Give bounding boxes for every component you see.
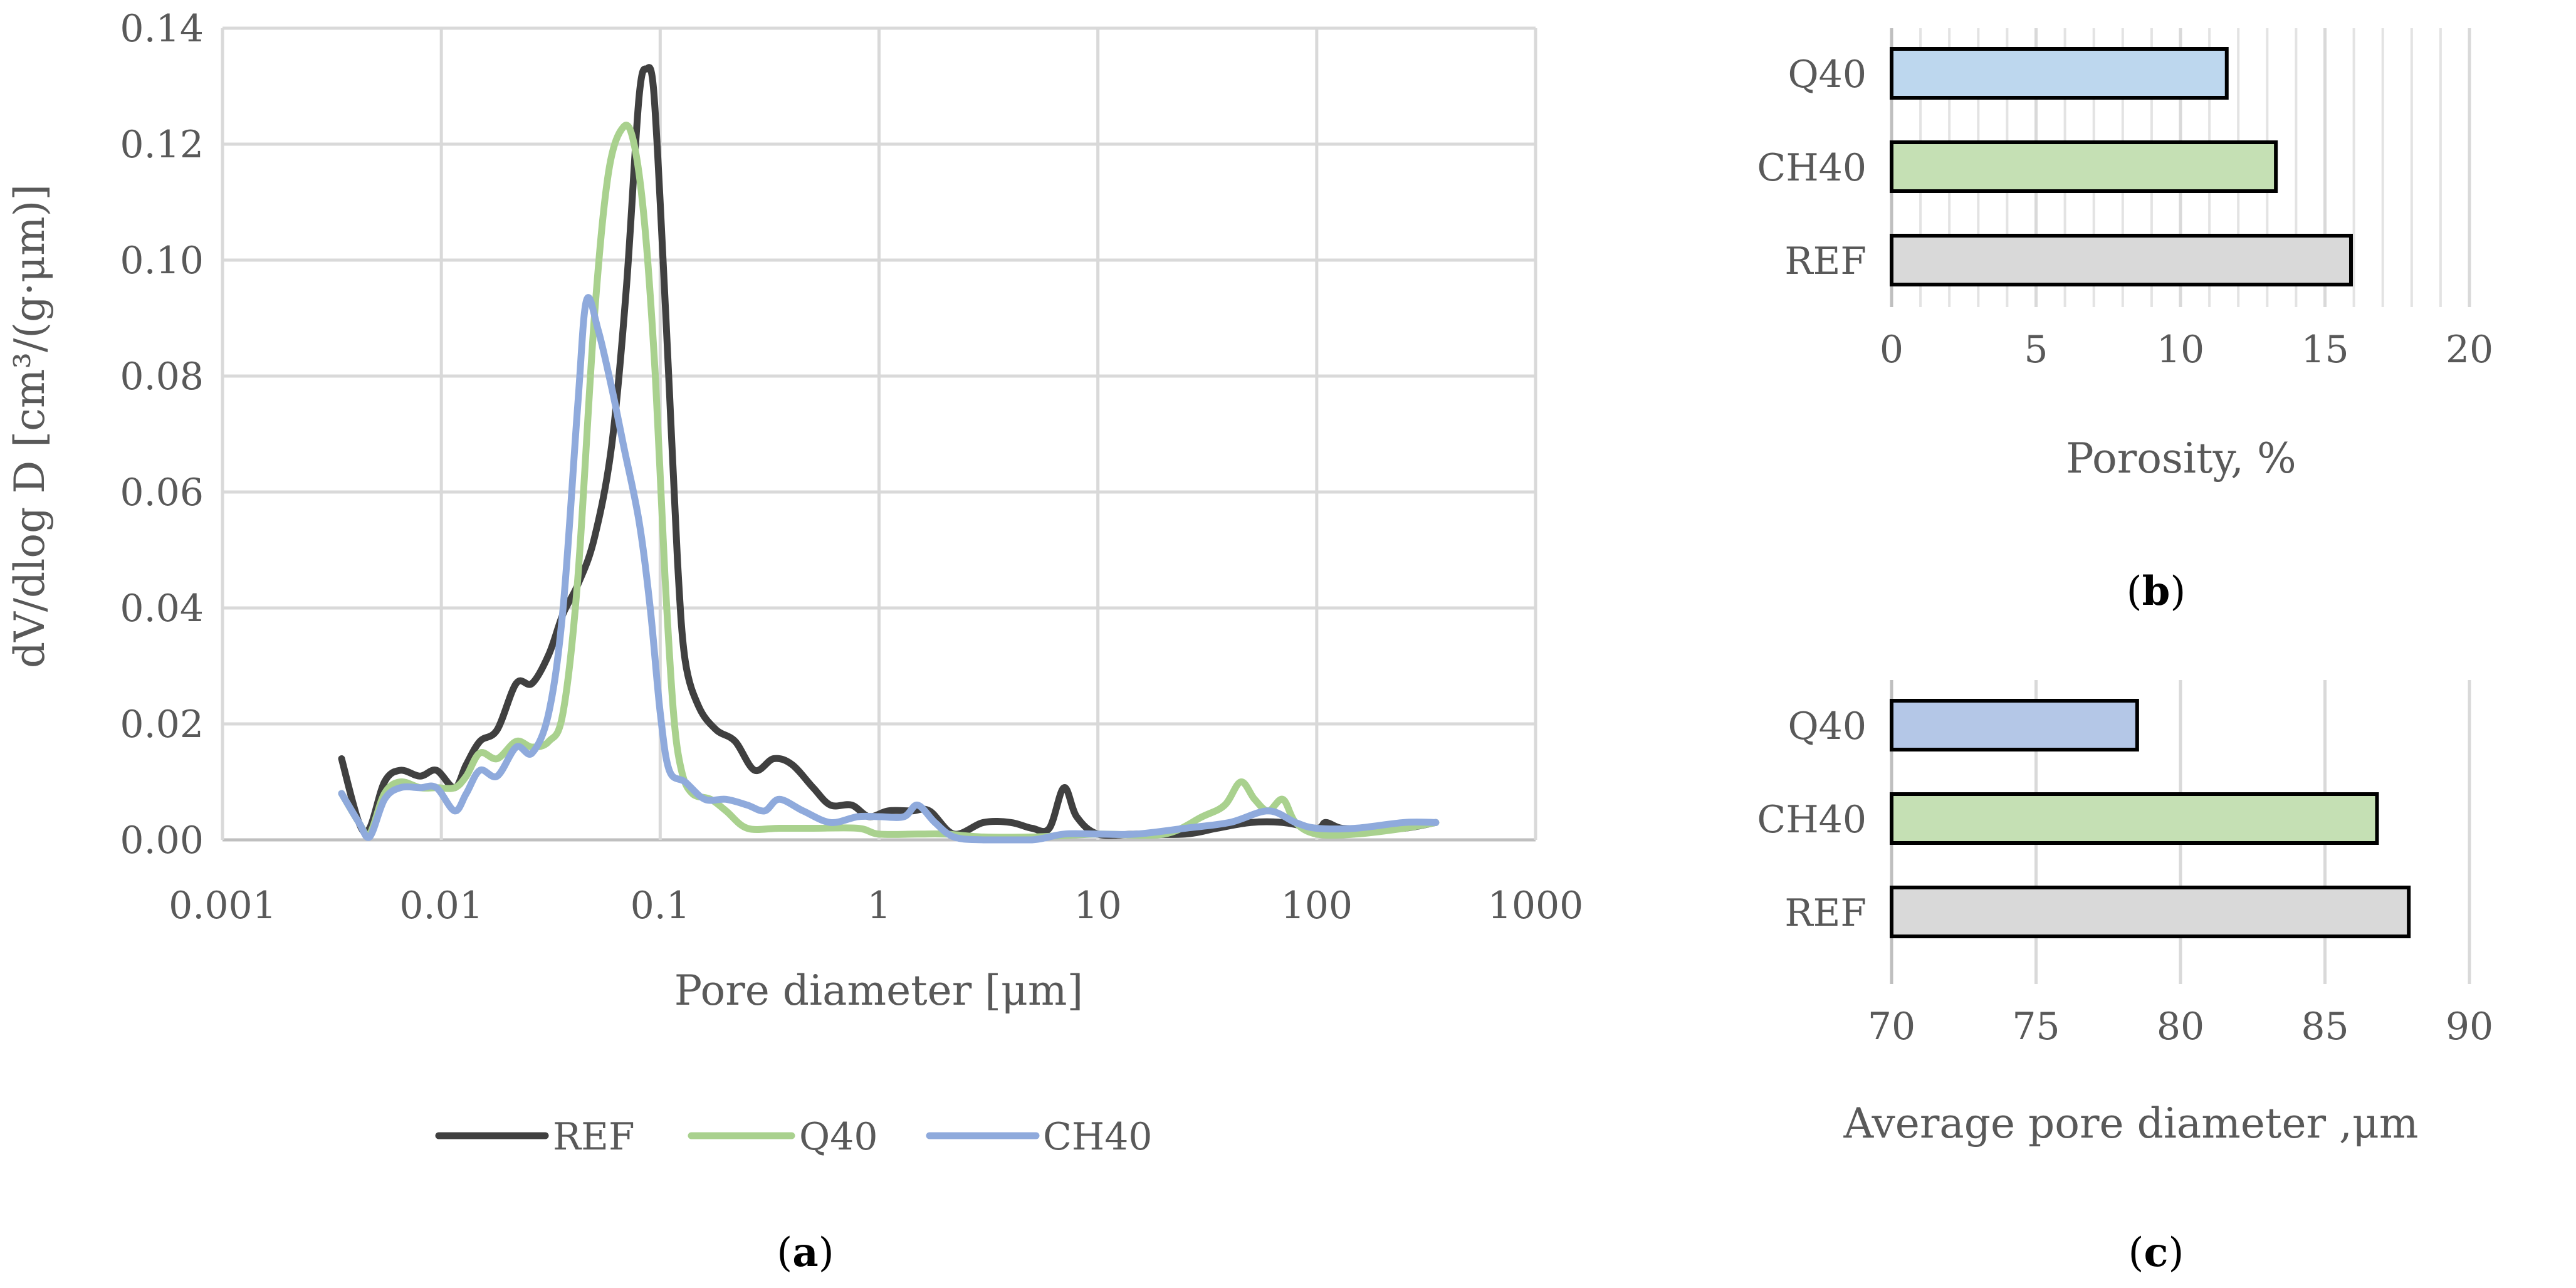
a-legend: REF Q40 CH40 [435, 1115, 1153, 1159]
a-y-axis-title: dV/dlog D [cm³/(g·μm)] [6, 184, 54, 668]
b-x-axis-title: Porosity, % [2066, 434, 2296, 483]
legend-label-ref: REF [553, 1115, 635, 1159]
c-bars [1890, 699, 2411, 938]
a-y-axis-title-text: dV/dlog D [cm³/(g·μm)] [6, 184, 54, 668]
c-category-label-ref: REF [1784, 891, 1867, 935]
b-x-tick-label: 15 [2301, 328, 2348, 372]
series-line-ref [338, 64, 1440, 839]
panel-letter-a: a [792, 1229, 818, 1276]
b-bar-ch40 [1890, 140, 2278, 193]
series-line-ch40 [338, 294, 1440, 844]
b-category-label-q40: Q40 [1788, 53, 1867, 97]
legend-label-q40: Q40 [799, 1115, 878, 1159]
a-y-tick-label: 0.10 [120, 239, 204, 283]
c-x-axis-title: Average pore diameter ,μm [1843, 1099, 2418, 1148]
c-x-tick-label: 75 [2012, 1005, 2060, 1049]
a-x-tick-label: 100 [1281, 884, 1353, 928]
c-category-label-q40: Q40 [1788, 704, 1867, 748]
a-x-tick-label: 0.1 [631, 884, 690, 928]
panel-letter-c: c [2144, 1229, 2169, 1276]
porosity-bar-panel: Q40 CH40 REF 0 5 10 15 20 Porosity, % (b) [1757, 28, 2493, 615]
c-x-tick-label: 85 [2301, 1005, 2348, 1049]
a-y-tick-label: 0.02 [120, 703, 204, 746]
a-y-tick-label: 0.04 [120, 587, 204, 631]
b-x-tick-label: 5 [2024, 328, 2048, 372]
a-series-lines [338, 64, 1440, 844]
panel-label-b: (b) [2127, 568, 2186, 615]
pore-diameter-bar-panel: Q40 CH40 REF 70 75 80 85 90 Average pore diame… [1757, 680, 2493, 1276]
b-x-tick-labels: 0 5 10 15 20 [1880, 328, 2493, 372]
panel-letter-b: b [2142, 568, 2170, 615]
c-category-label-ch40: CH40 [1757, 798, 1867, 842]
a-y-tick-label: 0.12 [120, 123, 204, 167]
line-chart-panel: 0.000.020.040.060.080.100.120.14 0.001 0.… [6, 7, 1583, 1276]
c-category-labels: Q40 CH40 REF [1757, 704, 1867, 935]
a-y-tick-label: 0.00 [120, 819, 204, 862]
a-x-tick-labels: 0.001 0.01 0.1 1 10 100 1000 [169, 884, 1583, 928]
b-x-tick-label: 20 [2446, 328, 2493, 372]
b-category-label-ch40: CH40 [1757, 146, 1867, 190]
c-bar-ref [1890, 886, 2411, 938]
c-x-tick-label: 70 [1868, 1005, 1915, 1049]
a-x-tick-label: 1000 [1488, 884, 1584, 928]
a-x-tick-label: 0.01 [399, 884, 483, 928]
panel-label-a: (a) [777, 1229, 834, 1276]
c-x-tick-labels: 70 75 80 85 90 [1868, 1005, 2493, 1049]
c-bar-q40 [1890, 699, 2139, 751]
a-y-tick-label: 0.08 [120, 355, 204, 399]
a-x-tick-label: 10 [1074, 884, 1121, 928]
b-bar-q40 [1890, 47, 2229, 100]
a-gridlines [221, 26, 1537, 842]
b-bars [1890, 47, 2353, 286]
a-x-tick-label: 0.001 [169, 884, 276, 928]
b-x-tick-label: 10 [2157, 328, 2204, 372]
panel-label-c: (c) [2128, 1229, 2184, 1276]
c-bar-ch40 [1890, 792, 2379, 845]
b-x-tick-label: 0 [1880, 328, 1903, 372]
b-bar-ref [1890, 234, 2353, 286]
series-line-q40 [338, 122, 1440, 841]
b-category-label-ref: REF [1784, 239, 1867, 283]
legend-label-ch40: CH40 [1043, 1115, 1153, 1159]
a-y-tick-labels: 0.00 0.02 0.04 0.06 0.08 0.10 0.12 0.14 [120, 7, 204, 862]
a-x-axis-title: Pore diameter [μm] [674, 966, 1084, 1015]
b-category-labels: Q40 CH40 REF [1757, 53, 1867, 283]
c-x-tick-label: 90 [2446, 1005, 2493, 1049]
a-y-tick-label: 0.14 [120, 7, 204, 51]
a-x-tick-label: 1 [867, 884, 891, 928]
a-y-tick-label: 0.06 [120, 471, 204, 515]
c-x-tick-label: 80 [2157, 1005, 2204, 1049]
